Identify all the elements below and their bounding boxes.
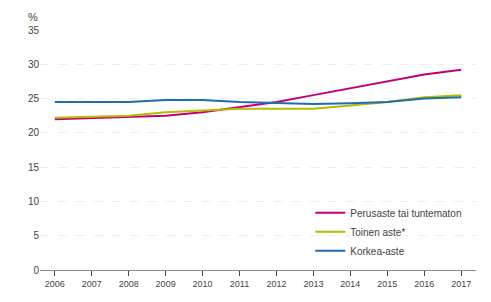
svg-text:25: 25 bbox=[28, 93, 40, 104]
svg-text:0: 0 bbox=[33, 265, 39, 276]
svg-text:2012: 2012 bbox=[266, 279, 286, 289]
svg-text:2006: 2006 bbox=[45, 279, 65, 289]
svg-text:35: 35 bbox=[28, 25, 40, 36]
svg-text:2017: 2017 bbox=[451, 279, 471, 289]
svg-text:2010: 2010 bbox=[193, 279, 213, 289]
svg-text:2011: 2011 bbox=[230, 279, 249, 289]
svg-text:5: 5 bbox=[33, 230, 39, 241]
svg-text:2007: 2007 bbox=[82, 279, 102, 289]
svg-text:2009: 2009 bbox=[156, 279, 176, 289]
svg-text:30: 30 bbox=[28, 59, 40, 70]
svg-text:10: 10 bbox=[28, 196, 40, 207]
svg-text:Toinen aste*: Toinen aste* bbox=[350, 227, 405, 238]
svg-text:%: % bbox=[28, 11, 38, 23]
svg-text:Korkea-aste: Korkea-aste bbox=[350, 246, 404, 257]
svg-text:20: 20 bbox=[28, 127, 40, 138]
svg-text:Perusaste tai tuntematon: Perusaste tai tuntematon bbox=[350, 208, 461, 219]
svg-text:15: 15 bbox=[28, 162, 40, 173]
svg-text:2008: 2008 bbox=[119, 279, 139, 289]
svg-text:2015: 2015 bbox=[377, 279, 397, 289]
svg-text:2016: 2016 bbox=[414, 279, 434, 289]
svg-text:2013: 2013 bbox=[303, 279, 323, 289]
svg-text:2014: 2014 bbox=[340, 279, 360, 289]
